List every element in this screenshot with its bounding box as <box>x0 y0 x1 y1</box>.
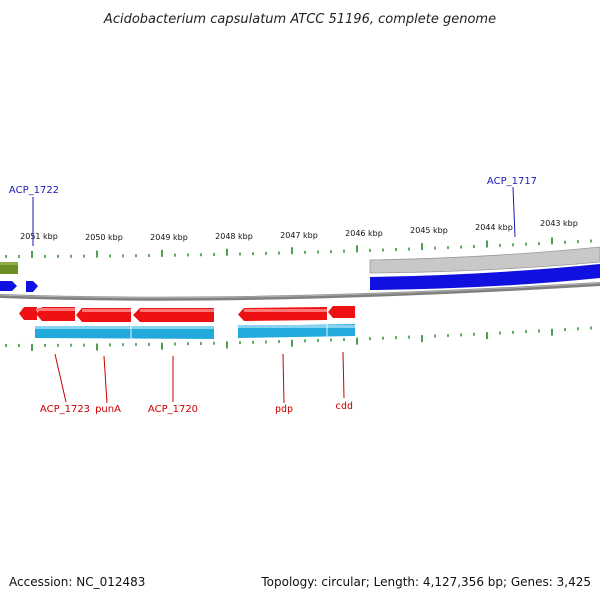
reverse-cds-highlight-1 <box>35 326 214 329</box>
reverse-gene-highlight-3 <box>82 309 131 312</box>
gene-label-cdd: cdd <box>335 401 353 412</box>
reverse-gene-arrow-1 <box>19 307 37 320</box>
tick-label-2045: 2045 kbp <box>410 226 448 235</box>
leader-acp1717 <box>512 186 516 238</box>
leader-pdp <box>282 353 285 404</box>
tick-label-2050: 2050 kbp <box>85 233 123 242</box>
leader-cdd <box>342 351 345 399</box>
tick-label-2046: 2046 kbp <box>345 229 383 238</box>
reverse-cds-band-1 <box>35 326 214 339</box>
leader-puna <box>103 355 108 404</box>
reverse-genes <box>19 306 355 322</box>
genome-backbone <box>0 282 600 301</box>
accession-label: Accession: NC_012483 <box>9 575 145 589</box>
forward-gene-band <box>370 264 600 290</box>
tick-label-2051: 2051 kbp <box>20 232 58 241</box>
reverse-gene-arrow-6 <box>328 306 355 318</box>
tick-label-2044: 2044 kbp <box>475 223 513 232</box>
bottom-tick-ruler <box>5 326 592 351</box>
forward-gene-arrow-2 <box>26 281 38 292</box>
gene-label-acp1722: ACP_1722 <box>9 185 59 196</box>
reverse-gene-highlight-2 <box>36 308 75 311</box>
tick-label-2047: 2047 kbp <box>280 231 318 240</box>
reverse-gene-highlight-4 <box>140 309 214 312</box>
reverse-cds-highlight-2 <box>238 325 355 328</box>
olive-feature-highlight <box>0 262 18 265</box>
backbone-highlight <box>0 282 600 299</box>
tick-label-2043: 2043 kbp <box>540 219 578 228</box>
gene-label-acp1717: ACP_1717 <box>487 176 537 187</box>
gene-label-acp1720: ACP_1720 <box>148 404 198 415</box>
tick-label-2049: 2049 kbp <box>150 233 188 242</box>
gene-leader-lines <box>32 186 516 404</box>
gene-label-acp1723: ACP_1723 <box>40 404 90 415</box>
genome-summary: Topology: circular; Length: 4,127,356 bp… <box>260 575 591 589</box>
top-tick-ruler <box>5 237 592 258</box>
map-title: Acidobacterium capsulatum ATCC 51196, co… <box>103 12 496 27</box>
forward-cds-band <box>369 246 600 274</box>
leader-acp1723 <box>54 353 67 403</box>
tick-label-2048: 2048 kbp <box>215 232 253 241</box>
gene-label-puna: punA <box>95 404 121 415</box>
reverse-gene-highlight-5 <box>244 309 327 312</box>
tick-labels: 2051 kbp 2050 kbp 2049 kbp 2048 kbp 2047… <box>20 219 578 242</box>
forward-gene-arrow-1 <box>0 281 17 291</box>
gene-label-pdp: pdp <box>275 404 293 415</box>
reverse-cds <box>35 324 355 339</box>
